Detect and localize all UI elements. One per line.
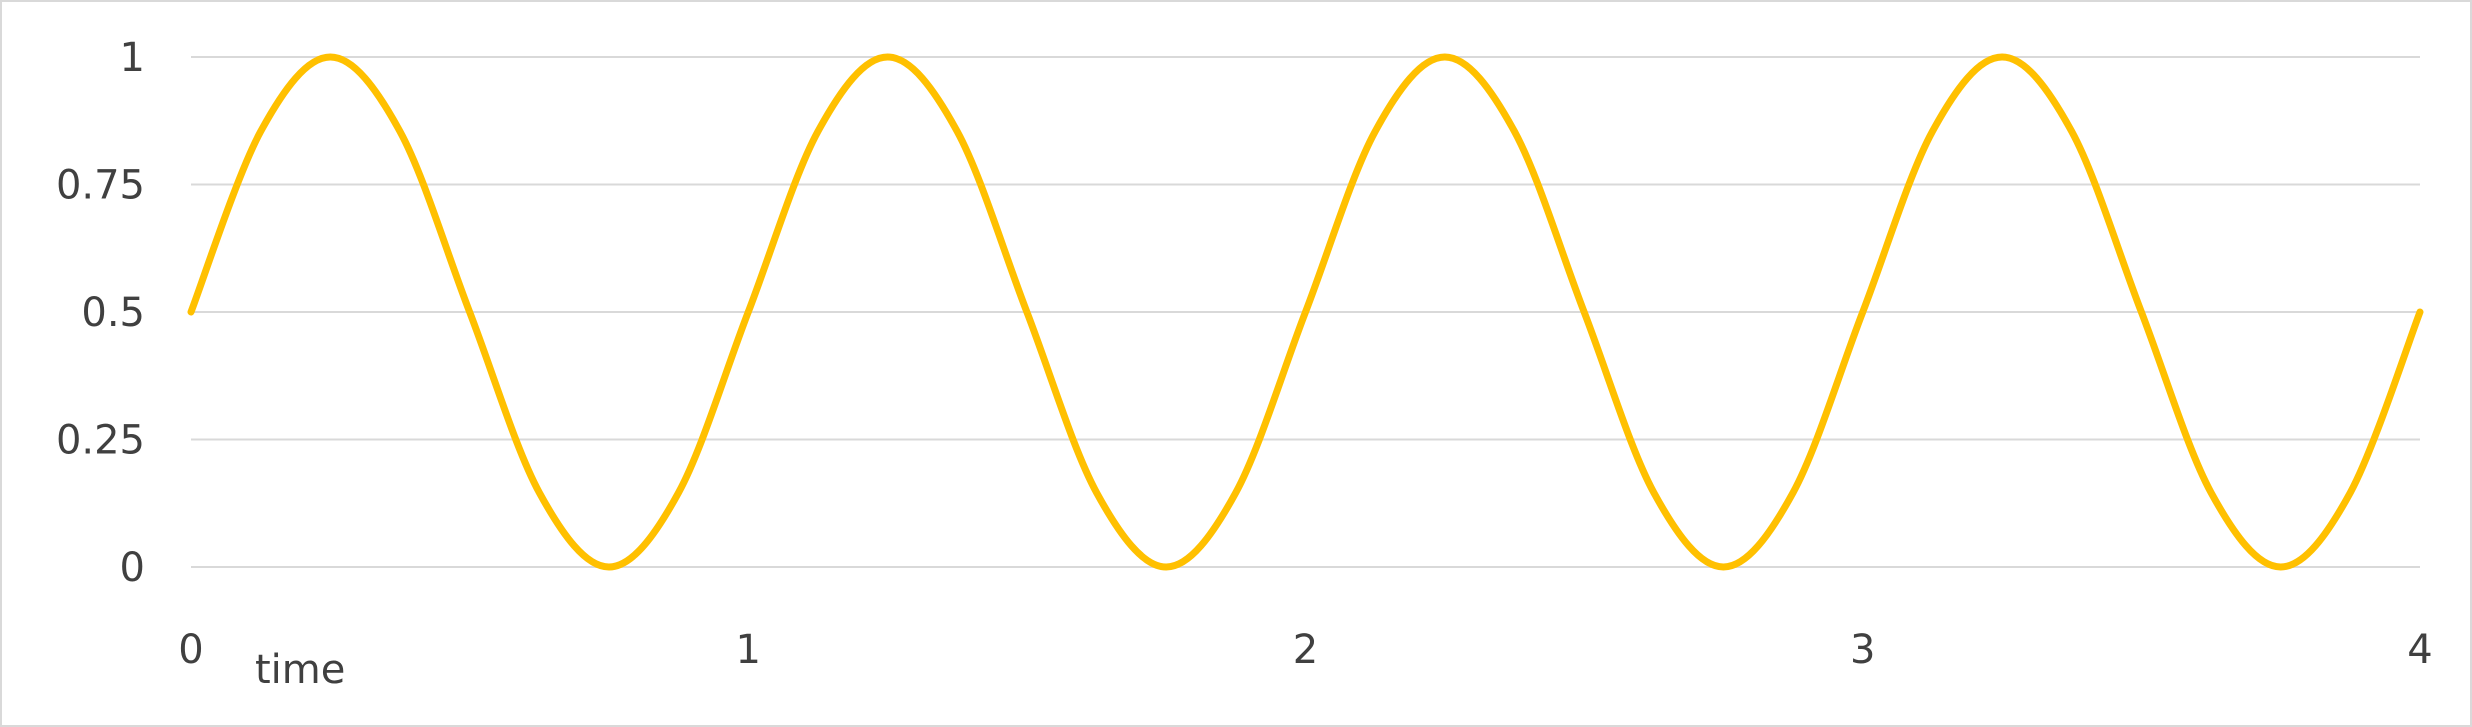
x-axis-ticks: 0 1 2 3 4 <box>178 627 2432 673</box>
x-tick-label: 4 <box>2407 627 2432 673</box>
x-tick-label: 0 <box>178 627 203 673</box>
y-tick-label: 1 <box>120 35 145 81</box>
x-tick-label: 2 <box>1293 627 1318 673</box>
y-axis-ticks: 0 0.25 0.5 0.75 1 <box>56 35 145 591</box>
x-axis-title: time <box>255 647 345 693</box>
gridlines <box>191 56 2420 568</box>
y-tick-label: 0.5 <box>81 290 145 336</box>
x-tick-label: 1 <box>736 627 761 673</box>
y-tick-label: 0 <box>120 545 145 591</box>
series-line-0 <box>187 53 2424 571</box>
series-layer <box>187 53 2424 571</box>
x-tick-label: 3 <box>1850 627 1875 673</box>
y-tick-label: 0.25 <box>56 418 145 464</box>
y-tick-label: 0.75 <box>56 163 145 209</box>
